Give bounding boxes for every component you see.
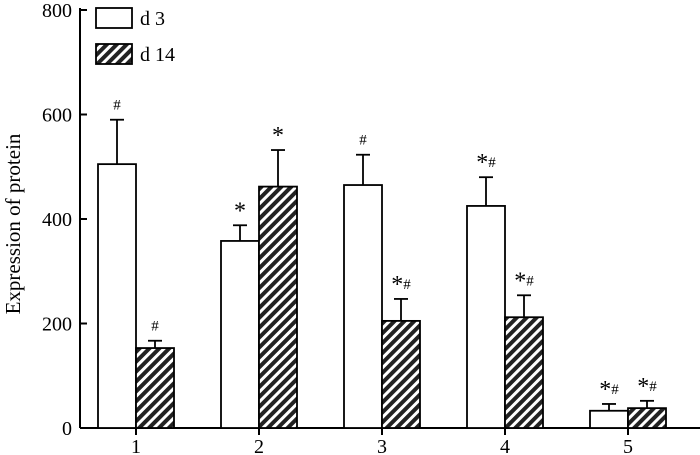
x-tick-label: 1 [131,436,141,455]
legend-label-d14: d 14 [140,44,175,66]
bar-d3-4 [466,205,506,429]
bar-d3-1 [97,163,137,429]
bar-d3-2 [220,240,260,429]
hash-mark: # [403,277,411,293]
hash-mark: # [359,133,367,149]
x-tick-label: 3 [377,436,387,455]
y-tick-label: 0 [62,418,72,440]
asterisk-mark: * [272,123,284,149]
hash-mark: # [151,319,159,335]
legend-swatch-d3 [95,7,133,29]
hash-mark: # [526,273,534,289]
hash-mark: # [649,379,657,395]
bar-d14-1 [135,347,175,429]
significance-label: # [151,319,159,335]
bar-d14-5 [627,407,667,429]
hash-mark: # [488,155,496,171]
significance-label: *# [391,272,411,298]
y-tick-label: 600 [42,105,72,127]
x-tick-label: 5 [623,436,633,455]
y-tick-label: 400 [42,209,72,231]
bar-d3-3 [343,184,383,429]
significance-label: * [272,123,284,149]
x-tick-label: 4 [500,436,510,455]
asterisk-mark: * [514,268,526,294]
y-tick-label: 800 [42,0,72,22]
bar-d14-4 [504,316,544,429]
hash-mark: # [611,382,619,398]
legend-swatch-d14 [95,43,133,65]
x-tick-label: 2 [254,436,264,455]
bar-d3-5 [589,409,629,429]
significance-label: *# [476,150,496,176]
y-tick-label: 200 [42,314,72,336]
significance-label: *# [599,377,619,403]
bar-d14-3 [381,319,421,429]
bar-d14-2 [258,185,298,429]
asterisk-mark: * [476,150,488,176]
significance-label: *# [637,374,657,400]
legend-label-d3: d 3 [140,8,165,30]
y-axis-title: Expression of protein [1,133,25,314]
hash-mark: # [113,98,121,114]
bars [97,118,667,429]
significance-label: * [234,198,246,224]
significance-label: # [113,98,121,114]
significance-label: *# [514,268,534,294]
significance-label: # [359,133,367,149]
asterisk-mark: * [599,377,611,403]
asterisk-mark: * [637,374,649,400]
asterisk-mark: * [234,198,246,224]
labels: #*#*#*##**# *#*# [113,98,657,403]
asterisk-mark: * [391,272,403,298]
legend: d 3 d 14 [95,7,175,66]
